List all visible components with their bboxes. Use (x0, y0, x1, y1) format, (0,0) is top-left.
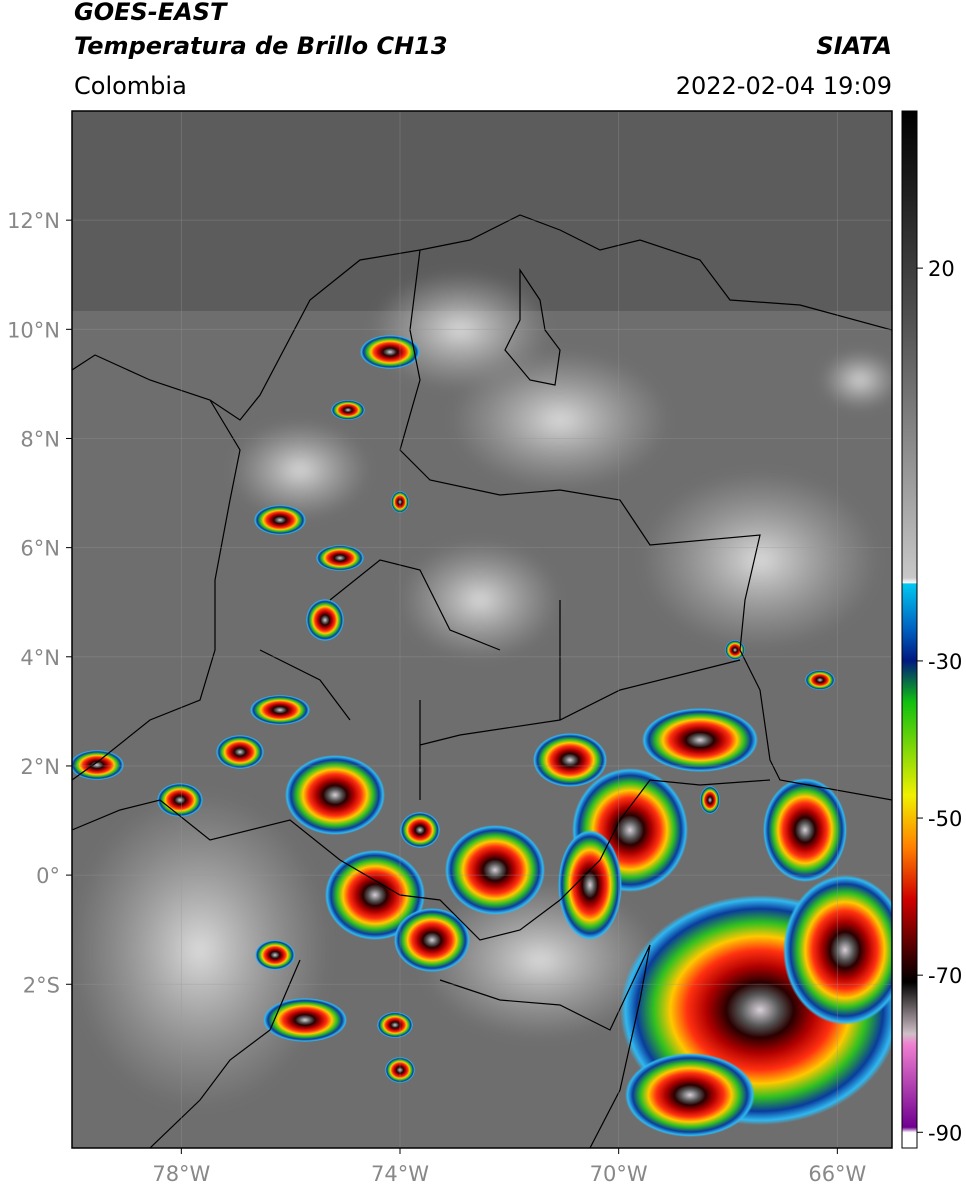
y-tick-label: 6°N (20, 537, 60, 561)
product: Temperatura de Brillo CH13 (74, 32, 448, 60)
source: SIATA (816, 32, 892, 60)
map-frame (71, 110, 893, 1149)
region: Colombia (74, 72, 187, 100)
borders (72, 214, 892, 1148)
colorbar-tick-label: -90 (928, 1121, 962, 1145)
datetime: 2022-02-04 19:09 (676, 72, 892, 100)
y-tick-label: 2°S (23, 973, 60, 997)
y-tick-label: 10°N (7, 318, 60, 342)
colorbar-tick-label: -50 (928, 807, 962, 831)
y-tick-label: 12°N (7, 209, 60, 233)
y-tick-label: 0° (36, 864, 60, 888)
x-tick-label: 66°W (808, 1162, 866, 1186)
satellite: GOES-EAST (74, 0, 228, 26)
x-tick-label: 78°W (152, 1162, 210, 1186)
y-tick-label: 2°N (20, 755, 60, 779)
x-tick-label: 70°W (590, 1162, 648, 1186)
colorbar-tick-label: 20 (928, 257, 955, 281)
satellite-image (72, 111, 892, 1148)
x-tick-label: 74°W (371, 1162, 429, 1186)
y-tick-label: 8°N (20, 427, 60, 451)
graticule (72, 111, 892, 1148)
ticks: 78°W 74°W 70°W 66°W 12°N 10°N 8°N 6°N 4°N 2°N 0° 2°… (7, 209, 962, 1186)
colorbar-tick-label: -30 (928, 650, 962, 674)
y-tick-label: 4°N (20, 646, 60, 670)
colorbar-tick-label: -70 (928, 964, 962, 988)
colorbar (901, 110, 918, 1149)
storm-cells (72, 335, 892, 1137)
